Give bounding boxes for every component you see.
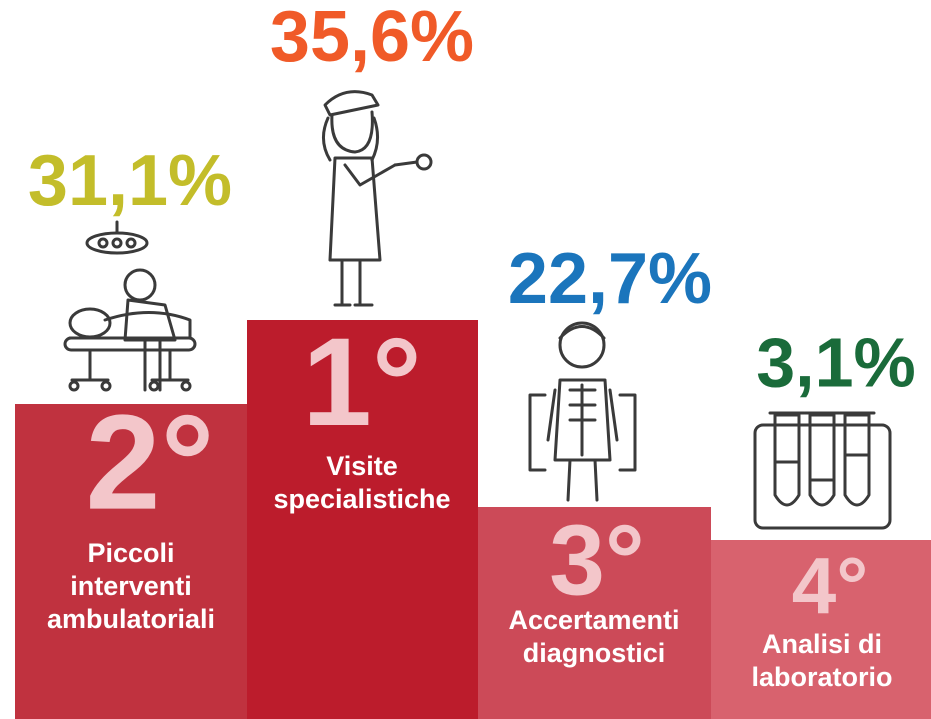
blocks xyxy=(15,320,931,719)
category-label: specialistiche xyxy=(273,484,450,514)
podium-block xyxy=(478,507,711,719)
category-label: Piccoli xyxy=(87,538,174,568)
share-value: 31,1% xyxy=(28,141,232,221)
category-label: interventi xyxy=(70,571,192,601)
podium-block xyxy=(15,404,247,719)
category-label: Accertamenti xyxy=(508,605,679,635)
category-label: diagnostici xyxy=(523,638,666,668)
doctor-icon xyxy=(322,90,433,307)
rank: 3° xyxy=(549,504,645,616)
share-value: 35,6% xyxy=(270,0,474,77)
rank: 2° xyxy=(85,387,214,538)
category-label: laboratorio xyxy=(751,662,892,692)
podium-block xyxy=(711,540,931,719)
rank: 4° xyxy=(792,541,868,630)
category-label: Analisi di xyxy=(762,629,882,659)
test-tubes-icon xyxy=(753,411,892,530)
surgery-icon xyxy=(63,220,197,392)
rank: 1° xyxy=(302,313,422,452)
share-value: 22,7% xyxy=(508,239,712,319)
xray-icon xyxy=(528,321,637,502)
category-label: ambulatoriali xyxy=(47,604,215,634)
podium-block xyxy=(247,320,478,719)
category-label: Visite xyxy=(326,451,398,481)
share-value: 3,1% xyxy=(756,323,916,401)
